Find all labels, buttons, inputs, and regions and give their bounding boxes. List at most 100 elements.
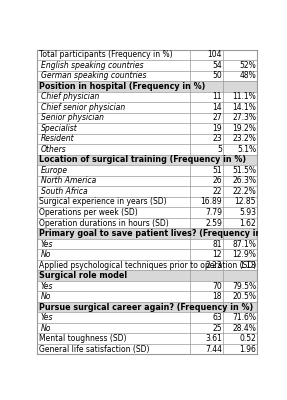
Bar (37, 281, 257, 291)
Text: Specialist: Specialist (41, 124, 78, 133)
Bar (37, 123, 257, 134)
Text: 1.62: 1.62 (239, 218, 256, 228)
Text: Senior physician: Senior physician (41, 113, 104, 122)
Text: No: No (41, 292, 51, 301)
Bar (37, 302, 257, 312)
Bar (37, 155, 257, 165)
Text: 23.2%: 23.2% (232, 134, 256, 144)
Text: 48%: 48% (239, 71, 256, 80)
Bar (37, 102, 257, 113)
Text: 51: 51 (212, 166, 222, 175)
Text: 26.3%: 26.3% (232, 176, 256, 186)
Text: 19: 19 (212, 124, 222, 133)
Text: Surgical role model: Surgical role model (39, 271, 127, 280)
Text: 5.1%: 5.1% (237, 145, 256, 154)
Text: 71.6%: 71.6% (232, 313, 256, 322)
Bar (37, 81, 257, 92)
Text: 104: 104 (208, 50, 222, 59)
Bar (37, 144, 257, 155)
Text: 87.1%: 87.1% (232, 240, 256, 248)
Bar (37, 344, 257, 354)
Text: 14: 14 (212, 103, 222, 112)
Text: 3.61: 3.61 (205, 334, 222, 343)
Text: 16.89: 16.89 (200, 198, 222, 206)
Text: Location of surgical training (Frequency in %): Location of surgical training (Frequency… (39, 156, 246, 164)
Text: Operation durations in hours (SD): Operation durations in hours (SD) (39, 218, 168, 228)
Text: Mental toughness (SD): Mental toughness (SD) (39, 334, 126, 343)
Text: 2.23: 2.23 (205, 260, 222, 270)
Bar (37, 70, 257, 81)
Text: 5: 5 (217, 145, 222, 154)
Text: 1.13: 1.13 (239, 260, 256, 270)
Bar (37, 228, 257, 239)
Bar (37, 113, 257, 123)
Text: 51.5%: 51.5% (232, 166, 256, 175)
Text: 70: 70 (212, 282, 222, 291)
Text: Total participants (Frequency in %): Total participants (Frequency in %) (39, 50, 172, 59)
Text: 52%: 52% (239, 61, 256, 70)
Text: Pursue surgical career again? (Frequency in %): Pursue surgical career again? (Frequency… (39, 303, 253, 312)
Bar (37, 60, 257, 70)
Text: 25: 25 (212, 324, 222, 333)
Bar (37, 134, 257, 144)
Text: General life satisfaction (SD): General life satisfaction (SD) (39, 345, 149, 354)
Text: Chief senior physician: Chief senior physician (41, 103, 125, 112)
Text: 11: 11 (212, 92, 222, 101)
Text: 12.9%: 12.9% (232, 250, 256, 259)
Bar (37, 239, 257, 249)
Text: 79.5%: 79.5% (232, 282, 256, 291)
Text: 22.2%: 22.2% (232, 187, 256, 196)
Text: Chief physician: Chief physician (41, 92, 99, 101)
Text: 23: 23 (212, 134, 222, 144)
Text: Primary goal to save patient lives? (Frequency in %): Primary goal to save patient lives? (Fre… (39, 229, 276, 238)
Bar (37, 92, 257, 102)
Text: 2.59: 2.59 (205, 218, 222, 228)
Text: 11.1%: 11.1% (232, 92, 256, 101)
Text: No: No (41, 250, 51, 259)
Bar (37, 207, 257, 218)
Text: 27: 27 (212, 113, 222, 122)
Text: 12: 12 (212, 250, 222, 259)
Text: 12.85: 12.85 (234, 198, 256, 206)
Text: 54: 54 (212, 61, 222, 70)
Text: 63: 63 (212, 313, 222, 322)
Bar (37, 270, 257, 281)
Text: South Africa: South Africa (41, 187, 88, 196)
Text: 14.1%: 14.1% (232, 103, 256, 112)
Bar (37, 323, 257, 334)
Bar (37, 249, 257, 260)
Bar (37, 176, 257, 186)
Text: 19.2%: 19.2% (232, 124, 256, 133)
Text: 27.3%: 27.3% (232, 113, 256, 122)
Bar (37, 165, 257, 176)
Text: North America: North America (41, 176, 96, 186)
Text: 22: 22 (212, 187, 222, 196)
Text: 18: 18 (212, 292, 222, 301)
Bar (37, 312, 257, 323)
Text: 81: 81 (212, 240, 222, 248)
Text: 28.4%: 28.4% (232, 324, 256, 333)
Text: 20.5%: 20.5% (232, 292, 256, 301)
Text: 26: 26 (212, 176, 222, 186)
Bar (37, 334, 257, 344)
Text: Position in hospital (Frequency in %): Position in hospital (Frequency in %) (39, 82, 205, 91)
Bar (37, 291, 257, 302)
Text: Yes: Yes (41, 313, 53, 322)
Bar (37, 50, 257, 60)
Text: Yes: Yes (41, 282, 53, 291)
Text: English speaking countries: English speaking countries (41, 61, 144, 70)
Text: 7.44: 7.44 (205, 345, 222, 354)
Text: Surgical experience in years (SD): Surgical experience in years (SD) (39, 198, 166, 206)
Text: Others: Others (41, 145, 67, 154)
Text: Applied psychological techniques prior to operation (SD): Applied psychological techniques prior t… (39, 260, 256, 270)
Text: 7.79: 7.79 (205, 208, 222, 217)
Bar (37, 197, 257, 207)
Text: No: No (41, 324, 51, 333)
Text: Europe: Europe (41, 166, 68, 175)
Bar (37, 218, 257, 228)
Text: German speaking countries: German speaking countries (41, 71, 146, 80)
Text: Resident: Resident (41, 134, 75, 144)
Text: 0.52: 0.52 (239, 334, 256, 343)
Text: Operations per week (SD): Operations per week (SD) (39, 208, 137, 217)
Bar (37, 186, 257, 197)
